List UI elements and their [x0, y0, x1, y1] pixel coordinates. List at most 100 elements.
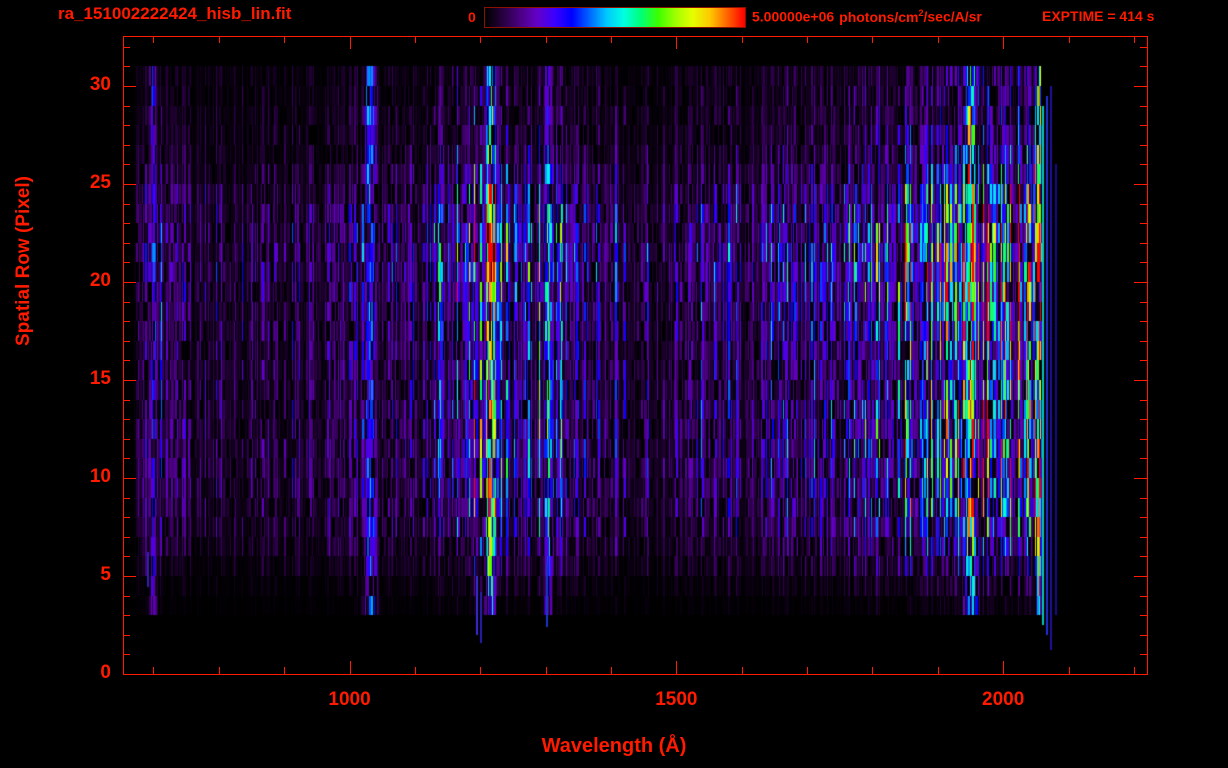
axis-tick	[123, 262, 130, 264]
axis-tick	[123, 595, 130, 597]
axis-tick	[1140, 517, 1147, 519]
axis-tick	[741, 36, 743, 43]
axis-tick	[1068, 667, 1070, 674]
axis-tick	[1140, 321, 1147, 323]
axis-tick	[123, 634, 130, 636]
axis-tick	[123, 203, 130, 205]
axis-tick	[1134, 86, 1147, 87]
axis-tick	[123, 144, 130, 146]
axis-tick	[123, 615, 130, 617]
colorbar-unit-prefix: photons/cm	[839, 8, 919, 25]
axis-tick	[1003, 36, 1005, 49]
axis-tick	[1140, 399, 1147, 401]
y-tick-label: 10	[89, 466, 111, 487]
plot-frame	[123, 36, 1148, 675]
axis-tick	[123, 478, 136, 479]
axis-tick	[123, 125, 130, 127]
axis-tick	[807, 667, 809, 674]
axis-tick	[1134, 380, 1147, 381]
axis-tick	[123, 497, 130, 499]
axis-tick	[1003, 661, 1005, 674]
axis-tick	[1140, 556, 1147, 558]
axis-tick	[1140, 144, 1147, 146]
axis-tick	[937, 667, 939, 674]
axis-tick	[1140, 419, 1147, 421]
axis-tick	[218, 667, 220, 674]
axis-tick	[123, 164, 130, 166]
axis-tick	[1140, 438, 1147, 440]
axis-tick	[153, 36, 155, 43]
axis-tick	[284, 667, 286, 674]
axis-tick	[1140, 164, 1147, 166]
axis-tick	[1133, 36, 1135, 43]
colorbar-min-label: 0	[468, 9, 476, 25]
axis-tick	[1140, 262, 1147, 264]
colorbar-gradient	[485, 8, 745, 27]
colorbar-unit-suffix: /sec/A/sr	[923, 8, 982, 25]
y-axis-title: Spatial Row (Pixel)	[13, 176, 34, 346]
axis-tick	[349, 661, 351, 674]
axis-tick	[1140, 615, 1147, 617]
axis-tick	[1140, 634, 1147, 636]
axis-tick	[153, 667, 155, 674]
y-tick-label: 15	[89, 368, 111, 389]
axis-tick	[872, 36, 874, 43]
axis-tick	[123, 282, 136, 283]
axis-tick	[123, 654, 130, 656]
y-tick-label: 5	[100, 564, 111, 585]
axis-tick	[545, 36, 547, 43]
axis-tick	[123, 46, 130, 48]
axis-tick	[1140, 46, 1147, 48]
axis-tick	[545, 667, 547, 674]
axis-tick	[284, 36, 286, 43]
axis-tick	[1140, 340, 1147, 342]
axis-tick	[349, 36, 351, 49]
colorbar	[484, 7, 746, 28]
axis-tick	[1140, 301, 1147, 303]
axis-tick	[610, 36, 612, 43]
axis-tick	[1140, 536, 1147, 538]
axis-tick	[1134, 184, 1147, 185]
x-tick-label: 1500	[655, 689, 698, 710]
x-tick-label: 2000	[982, 689, 1025, 710]
axis-tick	[123, 105, 130, 107]
axis-tick	[123, 360, 130, 362]
spectrogram-image	[124, 37, 1147, 674]
axis-tick	[123, 184, 136, 185]
axis-tick	[123, 458, 130, 460]
axis-tick	[480, 36, 482, 43]
axis-tick	[676, 661, 678, 674]
axis-tick	[1134, 576, 1147, 577]
axis-tick	[123, 576, 136, 577]
axis-tick	[123, 674, 136, 675]
axis-tick	[1068, 36, 1070, 43]
exposure-time-label: EXPTIME = 414 s	[1042, 8, 1155, 24]
colorbar-max-label: 5.00000e+06 photons/cm2/sec/A/sr	[752, 8, 982, 25]
y-tick-label: 30	[89, 74, 111, 95]
axis-tick	[1140, 242, 1147, 244]
axis-tick	[414, 36, 416, 43]
axis-tick	[123, 301, 130, 303]
axis-tick	[123, 86, 136, 87]
axis-tick	[123, 536, 130, 538]
y-tick-label: 25	[89, 172, 111, 193]
axis-tick	[1140, 360, 1147, 362]
axis-tick	[1140, 595, 1147, 597]
colorbar-max-value: 5.00000e+06	[752, 8, 835, 25]
axis-tick	[937, 36, 939, 43]
axis-tick	[123, 399, 130, 401]
colorbar-unit-exponent: 2	[918, 8, 924, 18]
y-tick-label: 0	[100, 662, 111, 683]
axis-tick	[480, 667, 482, 674]
axis-tick	[123, 223, 130, 225]
x-tick-label: 1000	[328, 689, 371, 710]
axis-tick	[123, 438, 130, 440]
axis-tick	[123, 556, 130, 558]
axis-tick	[1140, 105, 1147, 107]
axis-tick	[1140, 223, 1147, 225]
axis-tick	[1140, 66, 1147, 68]
axis-tick	[1140, 497, 1147, 499]
axis-tick	[1134, 282, 1147, 283]
axis-tick	[1140, 125, 1147, 127]
